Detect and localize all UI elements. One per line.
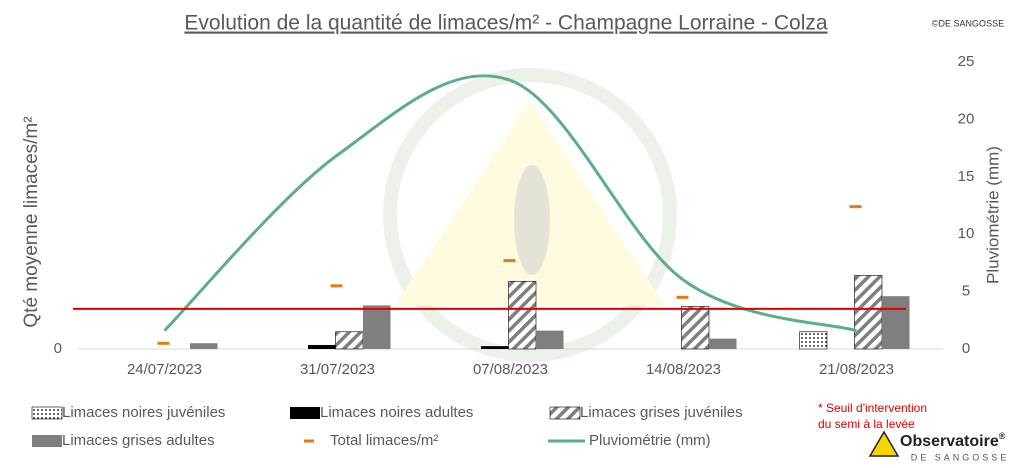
legend-swatch — [31, 406, 63, 420]
legend-label: Pluviométrie (mm) — [589, 432, 711, 449]
y2-tick-label: 5 — [962, 283, 970, 300]
legend-swatch — [290, 407, 320, 419]
bar — [536, 330, 564, 349]
legend-item: Pluviométrie (mm) — [548, 432, 711, 449]
x-tick-label: 21/08/2023 — [819, 361, 894, 378]
y2-tick-label: 20 — [958, 110, 975, 127]
bar — [681, 306, 710, 350]
legend-item: Limaces noires adultes — [290, 404, 473, 421]
bar — [854, 275, 883, 350]
bar — [481, 346, 509, 349]
y2-tick-label: 10 — [958, 225, 975, 242]
y2-axis-label: Pluviométrie (mm) — [983, 146, 1002, 284]
legend-swatch — [549, 406, 581, 420]
legend-item: Limaces grises adultes — [32, 432, 215, 449]
legend-label: Limaces noires juvéniles — [62, 404, 225, 421]
x-tick-label: 14/08/2023 — [646, 361, 721, 378]
bar — [308, 344, 336, 349]
y2-tick-label: 25 — [958, 53, 975, 70]
bar — [190, 343, 218, 349]
legend-swatch — [32, 435, 62, 447]
logo-sub: DE SANGOSSE — [911, 452, 1010, 462]
rain-line — [163, 74, 857, 333]
bar — [508, 280, 537, 350]
logo-name: Observatoire® — [900, 431, 1006, 450]
bar — [882, 296, 910, 349]
watermark — [383, 68, 677, 362]
y-axis-label: Qté moyenne limaces/m² — [21, 116, 42, 327]
threshold-note: du semi à la levée — [818, 417, 915, 431]
y2-tick-label: 0 — [962, 340, 970, 357]
x-tick-label: 31/07/2023 — [300, 361, 375, 378]
y2-tick-label: 15 — [958, 168, 975, 185]
x-tick-label: 24/07/2023 — [127, 361, 202, 378]
legend-label: Limaces grises juvéniles — [580, 404, 743, 421]
y-tick-label: 0 — [54, 340, 62, 357]
legend-label: Limaces grises adultes — [62, 432, 215, 449]
bar — [709, 338, 737, 349]
logo: Observatoire® DE SANGOSSE — [868, 430, 1010, 462]
legend-item: Total limaces/m² — [304, 432, 438, 449]
bar — [799, 331, 828, 350]
chart-title: Evolution de la quantité de limaces/m² -… — [184, 12, 827, 35]
legend-item: Limaces noires juvéniles — [31, 404, 225, 421]
legend-label: Total limaces/m² — [330, 432, 438, 449]
bar — [363, 305, 391, 349]
x-tick-label: 07/08/2023 — [473, 361, 548, 378]
legend-item: Limaces grises juvéniles — [549, 404, 743, 421]
bar — [335, 331, 364, 350]
threshold-note: * Seuil d'intervention — [818, 401, 927, 415]
legend-label: Limaces noires adultes — [320, 404, 473, 421]
copyright: ©DE SANGOSSE — [932, 18, 1004, 28]
